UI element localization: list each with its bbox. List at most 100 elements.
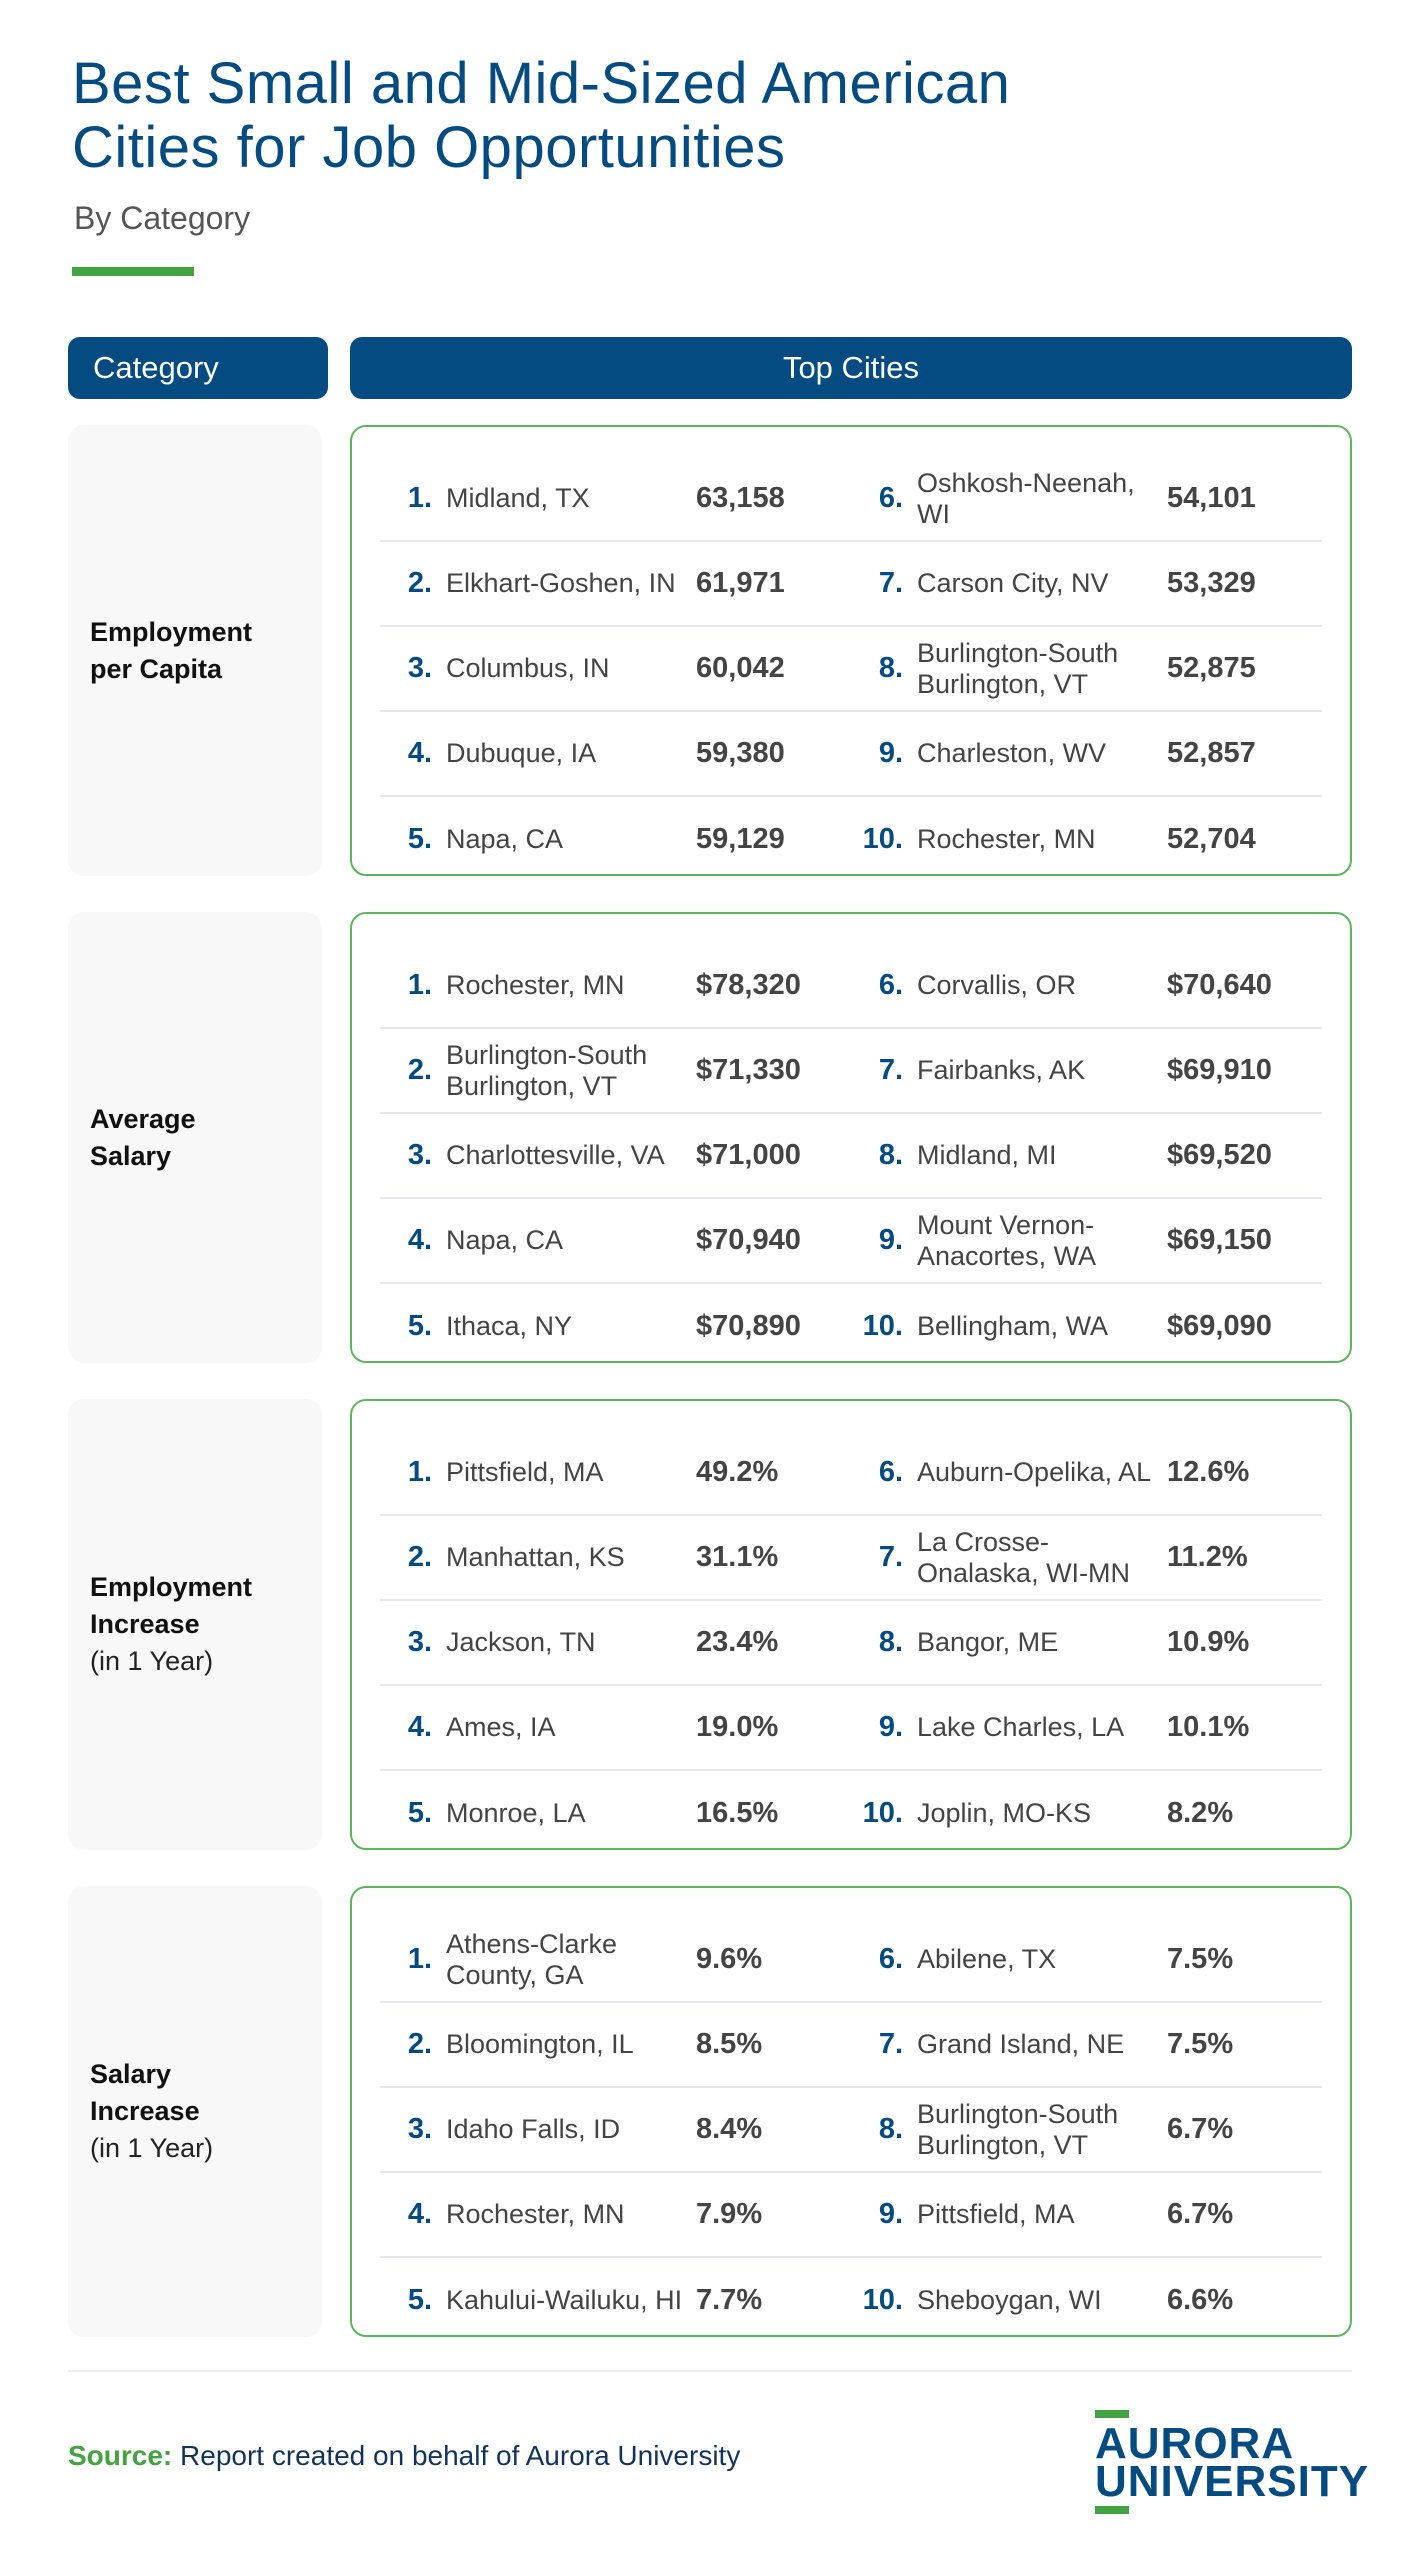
city-name: Ames, IA xyxy=(446,1712,556,1742)
top-cities-panel: 1. Midland, TX 63,158 6. Oshkosh-Neenah, WI 5… xyxy=(350,425,1352,876)
rank-number: 8. xyxy=(878,652,903,684)
category-label-box: Average Salary xyxy=(68,912,322,1363)
rank-number: 8. xyxy=(878,1626,903,1658)
city-name: Monroe, LA xyxy=(446,1798,586,1828)
metric-value: 8.4% xyxy=(696,2113,763,2145)
city-name: Oshkosh-Neenah, WI xyxy=(917,467,1135,529)
category-title: Salary xyxy=(90,1140,172,1171)
rank-number: 6. xyxy=(878,482,903,514)
ranking-row: 2. Manhattan, KS 31.1% xyxy=(380,1516,851,1601)
ranking-row: 7. Grand Island, NE 7.5% xyxy=(851,2003,1322,2088)
logo-line-1: AURORA xyxy=(1095,2419,1295,2468)
metric-value: 31.1% xyxy=(696,1541,779,1573)
city-name: Burlington-South Burlington, VT xyxy=(917,2098,1119,2160)
metric-value: $71,000 xyxy=(696,1139,801,1171)
rank-number: 1. xyxy=(407,1456,432,1488)
city-name: Napa, CA xyxy=(446,824,564,854)
ranking-row: 8. Burlington-South Burlington, VT 6.7% xyxy=(851,2088,1322,2173)
category-title: Employment xyxy=(90,1572,253,1602)
city-name: Kahului-Wailuku, HI xyxy=(446,2285,683,2315)
ranking-grid: 1. Rochester, MN $78,320 6. Corvallis, OR $70… xyxy=(380,944,1322,1369)
rank-number: 5. xyxy=(407,1797,432,1829)
city-name: Ithaca, NY xyxy=(446,1311,573,1341)
city-name: Joplin, MO-KS xyxy=(917,1798,1092,1828)
ranking-row: 6. Corvallis, OR $70,640 xyxy=(851,944,1322,1029)
city-name: Bangor, ME xyxy=(917,1627,1059,1657)
city-name: Napa, CA xyxy=(446,1225,564,1255)
metric-value: 19.0% xyxy=(696,1711,779,1743)
rank-number: 4. xyxy=(407,737,432,769)
ranking-row: 10. Rochester, MN 52,704 xyxy=(851,797,1322,882)
category-title: per Capita xyxy=(90,653,223,684)
metric-value: $69,150 xyxy=(1167,1224,1272,1256)
metric-value: $70,940 xyxy=(696,1224,801,1256)
column-header-top-cities: Top Cities xyxy=(350,337,1352,399)
city-name: Manhattan, KS xyxy=(446,1542,625,1572)
rank-number: 1. xyxy=(407,969,432,1001)
rank-number: 3. xyxy=(407,1626,432,1658)
city-name: Jackson, TN xyxy=(446,1627,596,1657)
ranking-row: 9. Lake Charles, LA 10.1% xyxy=(851,1686,1322,1771)
metric-value: 7.5% xyxy=(1167,2028,1234,2060)
city-name: Abilene, TX xyxy=(917,1944,1057,1974)
ranking-row: 1. Pittsfield, MA 49.2% xyxy=(380,1431,851,1516)
top-cities-panel: 1. Rochester, MN $78,320 6. Corvallis, OR $70… xyxy=(350,912,1352,1363)
ranking-row: 5. Monroe, LA 16.5% xyxy=(380,1771,851,1856)
metric-value: 10.9% xyxy=(1167,1626,1250,1658)
rank-number: 3. xyxy=(407,2113,432,2145)
city-name: Mount Vernon-Anacortes, WA xyxy=(917,1209,1097,1271)
category-label-box: Employment per Capita xyxy=(68,425,322,876)
ranking-row: 3. Idaho Falls, ID 8.4% xyxy=(380,2088,851,2173)
rank-number: 9. xyxy=(878,1224,903,1256)
metric-value: $69,520 xyxy=(1167,1139,1272,1171)
rank-number: 5. xyxy=(407,1310,432,1342)
ranking-row: 8. Bangor, ME 10.9% xyxy=(851,1601,1322,1686)
metric-value: 53,329 xyxy=(1167,567,1256,599)
metric-value: $69,910 xyxy=(1167,1054,1272,1086)
ranking-row: 4. Ames, IA 19.0% xyxy=(380,1686,851,1771)
metric-value: 23.4% xyxy=(696,1626,779,1658)
ranking-row: 9. Pittsfield, MA 6.7% xyxy=(851,2173,1322,2258)
rank-number: 6. xyxy=(878,1456,903,1488)
rank-number: 4. xyxy=(407,2198,432,2230)
title-line-2: Cities for Job Opportunities xyxy=(72,115,786,180)
ranking-row: 5. Napa, CA 59,129 xyxy=(380,797,851,882)
city-name: Columbus, IN xyxy=(446,653,610,683)
ranking-row: 6. Abilene, TX 7.5% xyxy=(851,1918,1322,2003)
rank-number: 10. xyxy=(862,2284,903,2316)
metric-value: 54,101 xyxy=(1167,482,1256,514)
metric-value: 7.7% xyxy=(696,2284,763,2316)
rank-number: 2. xyxy=(407,567,432,599)
metric-value: 6.7% xyxy=(1167,2198,1234,2230)
city-name: Elkhart-Goshen, IN xyxy=(446,568,676,598)
metric-value: $78,320 xyxy=(696,969,801,1001)
source-label: Source: xyxy=(68,2440,173,2471)
page-subtitle: By Category xyxy=(74,200,251,236)
ranking-grid: 1. Athens-Clarke County, GA 9.6% 6. Abilene,… xyxy=(380,1918,1322,2343)
city-name: Burlington-South Burlington, VT xyxy=(917,637,1119,699)
ranking-row: 1. Rochester, MN $78,320 xyxy=(380,944,851,1029)
city-name: Dubuque, IA xyxy=(446,738,597,768)
metric-value: 16.5% xyxy=(696,1797,779,1829)
ranking-row: 2. Bloomington, IL 8.5% xyxy=(380,2003,851,2088)
category-title: Increase xyxy=(90,1609,200,1639)
top-cities-panel: 1. Athens-Clarke County, GA 9.6% 6. Abilene,… xyxy=(350,1886,1352,2337)
city-name: Pittsfield, MA xyxy=(917,2199,1075,2229)
city-name: Charleston, WV xyxy=(917,738,1107,768)
metric-value: 6.7% xyxy=(1167,2113,1234,2145)
top-cities-panel: 1. Pittsfield, MA 49.2% 6. Auburn-Opelika, A… xyxy=(350,1399,1352,1850)
rank-number: 1. xyxy=(407,1943,432,1975)
city-name: Carson City, NV xyxy=(917,568,1109,598)
city-name: Midland, MI xyxy=(917,1140,1057,1170)
rank-number: 1. xyxy=(407,482,432,514)
city-name: Burlington-South Burlington, VT xyxy=(446,1039,648,1101)
page-title: Best Small and Mid-Sized American Cities … xyxy=(72,52,1010,180)
ranking-row: 3. Columbus, IN 60,042 xyxy=(380,627,851,712)
metric-value: 10.1% xyxy=(1167,1711,1250,1743)
category-label-box: Salary Increase (in 1 Year) xyxy=(68,1886,322,2337)
category-title: Employment xyxy=(90,616,253,647)
category-title: Salary xyxy=(90,2059,172,2089)
rank-number: 4. xyxy=(407,1711,432,1743)
rank-number: 10. xyxy=(862,823,903,855)
metric-value: 52,704 xyxy=(1167,823,1256,855)
